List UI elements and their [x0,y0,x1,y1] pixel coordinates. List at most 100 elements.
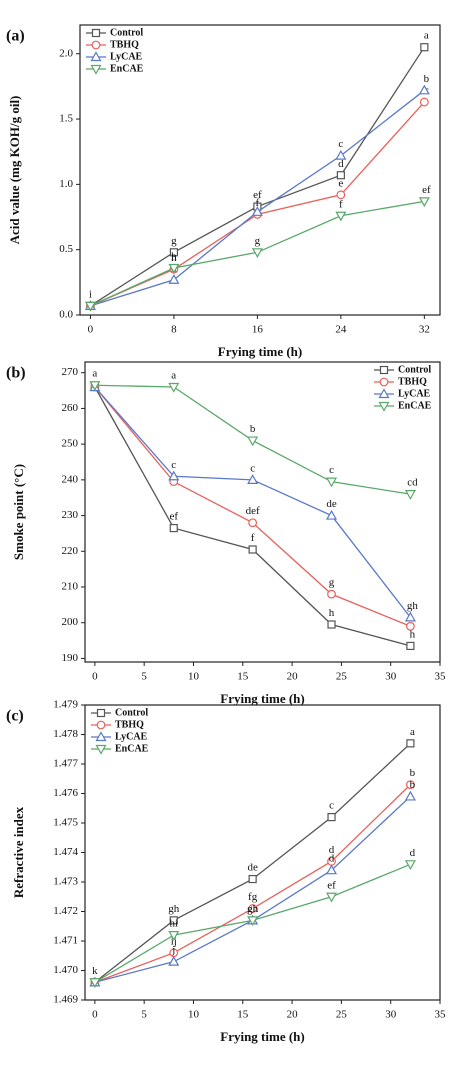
marker [406,739,415,748]
marker [404,790,416,801]
y-tick-label: 200 [62,616,79,628]
plot-frame [79,24,441,316]
marker [248,874,257,884]
significance-letter: gh [247,903,259,915]
y-tick-label: 1.478 [53,728,78,740]
significance-letter: ef [253,189,262,201]
x-tick-label: 16 [252,324,264,336]
x-tick-label: 20 [287,1009,299,1021]
significance-letter: ef [327,879,336,891]
significance-letter: ef [422,184,431,196]
series-line [90,46,425,307]
y-tick-label: 210 [62,581,79,593]
significance-letter: d [329,844,335,856]
significance-letter: b [250,423,256,435]
significance-letter: f [256,197,260,209]
marker [406,780,415,790]
significance-letter: de [247,862,258,874]
y-tick-label: 250 [62,438,79,450]
marker [406,621,415,631]
legend-marker [91,28,101,38]
significance-letter: h [329,607,335,619]
significance-letter: i [89,288,92,300]
marker [326,509,338,520]
legend-marker [91,40,101,50]
marker [418,197,430,208]
series-line [94,386,411,618]
marker [169,248,179,257]
significance-letter: b [410,779,416,791]
legend-marker [379,377,389,387]
marker [169,916,178,925]
x-tick-label: 10 [188,671,200,683]
x-tick-label: 24 [335,324,347,336]
y-axis-label: Smoke point (°C) [11,464,26,560]
marker [168,274,180,284]
marker [84,301,96,312]
significance-letter: a [171,370,176,382]
significance-letter: g [171,235,177,247]
significance-letter: e [338,177,343,189]
x-tick-label: 15 [237,671,249,683]
x-tick-label: 5 [141,1009,147,1021]
significance-letter: f [251,532,255,544]
significance-letter: j [171,944,175,956]
marker [419,97,429,107]
marker [248,904,258,913]
x-axis-label: Frying time (h) [218,344,302,359]
significance-letter: cd [407,477,418,489]
legend-label: LyCAE [115,731,148,742]
x-axis-label: Frying time (h) [220,691,304,706]
x-tick-label: 30 [385,1009,397,1021]
y-tick-label: 1.5 [59,113,73,125]
x-tick-label: 20 [287,671,299,683]
significance-letter: k [92,965,98,977]
marker [248,518,258,528]
y-axis-label: Refractive index [11,806,26,898]
marker [335,211,347,222]
y-tick-label: 0.5 [59,243,73,255]
significance-letter: a [92,368,97,380]
legend-label: Control [110,27,143,38]
y-tick-label: 240 [62,473,79,485]
legend-label: Control [115,707,148,718]
significance-letter: d [338,158,344,170]
y-tick-label: 220 [62,545,79,557]
significance-letter: c [250,462,255,474]
y-tick-label: 1.477 [53,758,78,770]
panel-label: (c) [6,708,24,725]
legend-marker [378,388,390,399]
marker [404,490,416,500]
panel-label: (b) [6,365,26,382]
legend-label: LyCAE [398,388,431,399]
x-tick-label: 35 [435,1009,447,1021]
marker [326,892,338,903]
significance-letter: ij [171,935,177,947]
significance-letter: f [339,198,343,210]
significance-letter: h [171,252,177,264]
significance-letter: a [410,726,415,738]
significance-letter: gh [247,903,259,915]
marker [251,206,263,216]
marker [335,149,347,160]
x-tick-label: 32 [419,324,430,336]
y-tick-label: 1.472 [53,905,78,917]
significance-letter: d [410,847,416,859]
marker [168,263,180,274]
y-tick-label: 1.474 [53,846,78,858]
legend-marker [90,51,102,62]
significance-letter: c [329,800,334,812]
marker [327,620,336,629]
legend-marker [95,744,107,755]
legend-marker [90,64,102,75]
significance-letter: g [255,235,261,247]
x-tick-label: 15 [237,1009,249,1021]
significance-letter: g [329,577,335,589]
marker [336,171,345,180]
legend-marker [96,708,106,718]
significance-letter: c [338,138,343,150]
y-tick-label: 1.0 [59,178,73,190]
marker [248,545,257,554]
marker [327,589,336,599]
